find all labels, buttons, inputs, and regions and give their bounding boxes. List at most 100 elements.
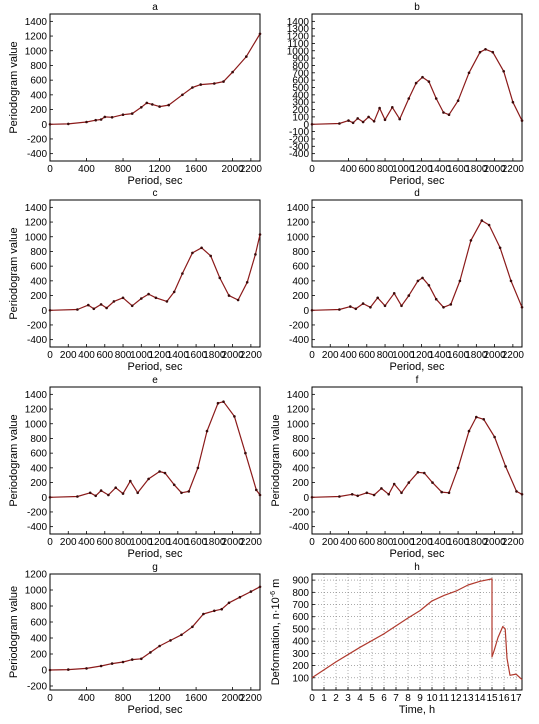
plot-frame [49,386,261,535]
y-tick-label: 0 [41,493,47,504]
y-axis-label: Periodogram value [8,586,20,678]
x-axis-label: Period, sec [127,175,183,187]
chart-panel-h: 0 1 2 3 4 5 6 7 8 9 10 11 12 13 14 15 16 1710020030040050… [270,562,523,716]
data-point [421,75,424,79]
y-tick-label: 1400 [25,390,48,401]
y-tick-label: 1000 [287,232,310,243]
y-tick-label: 1100 [287,39,309,50]
data-point [87,303,90,307]
y-tick-label: -200 [289,320,309,331]
x-tick-label: 1200 [148,537,171,548]
x-axis-label: Period, sec [127,361,183,373]
y-axis-label: Periodogram value [8,227,20,319]
data-point [218,276,222,280]
y-tick-label: 400 [292,90,309,101]
plot-frame [49,13,261,162]
series-line-0 [311,48,523,125]
data-point [231,70,234,74]
series-line-0 [311,220,523,311]
data-point [181,272,184,275]
data-point [380,487,383,490]
x-axis-label: Period, sec [389,175,445,187]
data-point [130,112,134,115]
x-tick-label: 2000 [221,164,244,175]
data-point [467,429,471,433]
data-point [213,82,216,85]
y-tick-label: -200 [27,507,47,518]
x-tick-label: 3 [345,693,351,704]
data-point [121,113,125,116]
x-tick-label: 1600 [185,164,208,175]
y-tick-label: 600 [30,76,47,87]
x-axis-label: Period, sec [127,704,183,716]
data-point [172,290,176,294]
x-axis-label: Period, sec [127,548,183,560]
x-tick-label: 1600 [185,537,208,548]
x-tick-label: 0 [309,693,315,704]
data-point [372,493,376,497]
data-point [227,601,231,605]
y-tick-label: -200 [27,320,47,331]
data-point [129,479,132,483]
plot-frame [311,386,523,535]
data-point [199,83,202,86]
data-point [431,481,434,484]
y-tick-label: 800 [292,588,309,599]
y-tick-label: 1200 [287,32,310,43]
x-tick-label: 2200 [240,693,263,704]
plot-frame [49,199,261,348]
data-point [76,308,79,311]
x-tick-label: 12 [450,693,462,704]
y-tick-label: 0 [303,493,309,504]
x-tick-label: 1800 [465,350,488,361]
data-point [421,276,424,280]
data-point [361,120,365,124]
data-point [103,115,107,119]
data-point [151,103,154,106]
x-tick-label: 1600 [447,350,470,361]
data-point [349,305,352,308]
y-tick-label: -200 [27,682,47,693]
data-point [387,493,391,496]
x-tick-label: 1800 [203,537,226,548]
x-tick-label: 800 [115,164,132,175]
x-tick-label: 1600 [185,350,208,361]
data-point [76,495,79,498]
data-point [383,304,387,308]
y-tick-label: 1400 [287,17,310,28]
x-tick-label: 800 [377,164,394,175]
data-point [376,296,380,300]
data-point [172,483,176,487]
chart-panel-d: 0 200 400 600 800100012001400160018002000220… [287,188,525,373]
data-point [491,50,495,54]
x-tick-label: 0 [309,350,315,361]
data-point [158,105,161,108]
x-axis-label: Period, sec [389,548,445,560]
x-tick-label: 2200 [502,537,525,548]
x-tick-label: 400 [78,164,95,175]
y-tick-label: 0 [41,306,47,317]
data-point [187,490,191,493]
data-point [338,308,341,311]
data-point [258,233,262,236]
chart-panel-f: 0 200 400 600 800100012001400160018002000220… [270,375,524,560]
data-point [398,117,402,121]
x-tick-label: 4 [357,693,363,704]
data-point [209,254,212,258]
data-point [140,106,143,109]
y-axis-label-exponent: -6 [270,591,277,597]
data-point [110,662,114,665]
y-tick-label: 400 [292,276,309,287]
x-tick-label: 400 [340,164,357,175]
data-point [180,491,183,495]
x-tick-label: 14 [474,693,486,704]
y-tick-label: 1200 [287,405,310,416]
y-tick-label: 1200 [287,218,310,229]
panel-title: d [414,188,420,199]
data-point [121,296,125,300]
data-point [367,115,370,119]
data-point [434,297,438,301]
y-tick-label: -200 [289,134,309,145]
data-point [378,106,381,110]
